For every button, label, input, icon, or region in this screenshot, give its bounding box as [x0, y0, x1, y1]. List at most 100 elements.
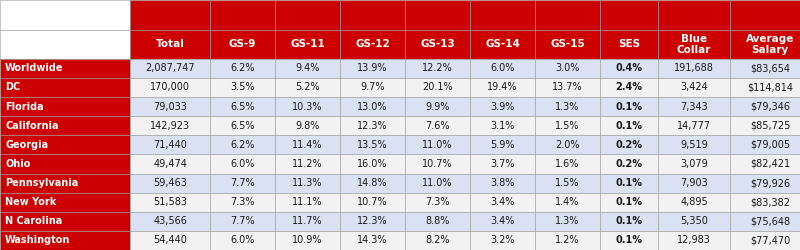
Bar [340, 212, 405, 231]
Text: Florida: Florida [5, 102, 44, 112]
Text: 0.1%: 0.1% [615, 197, 642, 207]
Text: 59,463: 59,463 [153, 178, 187, 188]
Text: 3.4%: 3.4% [490, 216, 514, 226]
Bar [275, 78, 340, 97]
Bar [600, 59, 658, 78]
Bar [275, 212, 340, 231]
Text: 0.4%: 0.4% [615, 63, 642, 73]
Text: 5.9%: 5.9% [490, 140, 514, 150]
Text: GS-11: GS-11 [290, 39, 325, 50]
Bar [210, 30, 275, 59]
Bar [470, 0, 535, 30]
Bar [730, 116, 800, 135]
Bar [470, 135, 535, 154]
Bar [658, 174, 730, 193]
Bar [405, 212, 470, 231]
Text: 1.3%: 1.3% [555, 216, 580, 226]
Text: 9.4%: 9.4% [295, 63, 320, 73]
Text: 3.1%: 3.1% [490, 121, 514, 131]
Bar [600, 135, 658, 154]
Bar [130, 212, 210, 231]
Bar [210, 135, 275, 154]
Bar [730, 212, 800, 231]
Bar [470, 192, 535, 212]
Text: Georgia: Georgia [5, 140, 48, 150]
Text: GS-15: GS-15 [550, 39, 585, 50]
Bar [275, 97, 340, 116]
Text: 16.0%: 16.0% [358, 159, 388, 169]
Text: 13.9%: 13.9% [358, 63, 388, 73]
Bar [210, 97, 275, 116]
Bar [210, 78, 275, 97]
Bar [658, 78, 730, 97]
Bar [600, 212, 658, 231]
Bar [0, 116, 130, 135]
Text: 3.2%: 3.2% [490, 236, 514, 246]
Bar [275, 116, 340, 135]
Bar [0, 135, 130, 154]
Text: $79,346: $79,346 [750, 102, 790, 112]
Text: 10.9%: 10.9% [292, 236, 322, 246]
Bar [210, 212, 275, 231]
Text: 13.7%: 13.7% [552, 82, 583, 92]
Text: Total: Total [155, 39, 185, 50]
Bar [535, 0, 600, 30]
Bar [340, 135, 405, 154]
Text: 7,903: 7,903 [680, 178, 708, 188]
Bar [405, 192, 470, 212]
Bar [130, 97, 210, 116]
Bar [730, 78, 800, 97]
Bar [405, 59, 470, 78]
Bar [275, 231, 340, 250]
Bar [130, 192, 210, 212]
Bar [275, 192, 340, 212]
Text: 2,087,747: 2,087,747 [145, 63, 195, 73]
Bar [405, 135, 470, 154]
Bar [340, 30, 405, 59]
Text: 14,777: 14,777 [677, 121, 711, 131]
Text: 7.7%: 7.7% [230, 216, 255, 226]
Bar [600, 97, 658, 116]
Bar [600, 192, 658, 212]
Bar [130, 231, 210, 250]
Bar [275, 174, 340, 193]
Text: 9,519: 9,519 [680, 140, 708, 150]
Bar [730, 154, 800, 174]
Text: 7.3%: 7.3% [230, 197, 254, 207]
Text: 1.2%: 1.2% [555, 236, 580, 246]
Bar [600, 116, 658, 135]
Text: 11.1%: 11.1% [292, 197, 322, 207]
Text: $82,421: $82,421 [750, 159, 790, 169]
Bar [340, 174, 405, 193]
Bar [210, 0, 275, 30]
Text: 1.5%: 1.5% [555, 121, 580, 131]
Text: 7.7%: 7.7% [230, 178, 255, 188]
Bar [535, 97, 600, 116]
Text: $79,926: $79,926 [750, 178, 790, 188]
Bar [730, 30, 800, 59]
Text: 11.7%: 11.7% [292, 216, 323, 226]
Bar [130, 154, 210, 174]
Text: 7,343: 7,343 [680, 102, 708, 112]
Bar [730, 135, 800, 154]
Text: Worldwide: Worldwide [5, 63, 63, 73]
Text: 0.1%: 0.1% [615, 121, 642, 131]
Bar [535, 154, 600, 174]
Bar [658, 192, 730, 212]
Bar [405, 0, 470, 30]
Bar [658, 30, 730, 59]
Text: 14.8%: 14.8% [358, 178, 388, 188]
Bar [130, 30, 210, 59]
Bar [210, 116, 275, 135]
Text: 3,079: 3,079 [680, 159, 708, 169]
Bar [405, 116, 470, 135]
Bar [340, 231, 405, 250]
Text: Blue
Collar: Blue Collar [677, 34, 711, 55]
Text: 11.3%: 11.3% [292, 178, 322, 188]
Bar [0, 0, 130, 30]
Text: California: California [5, 121, 58, 131]
Text: GS-9: GS-9 [229, 39, 256, 50]
Bar [275, 59, 340, 78]
Bar [470, 174, 535, 193]
Bar [340, 116, 405, 135]
